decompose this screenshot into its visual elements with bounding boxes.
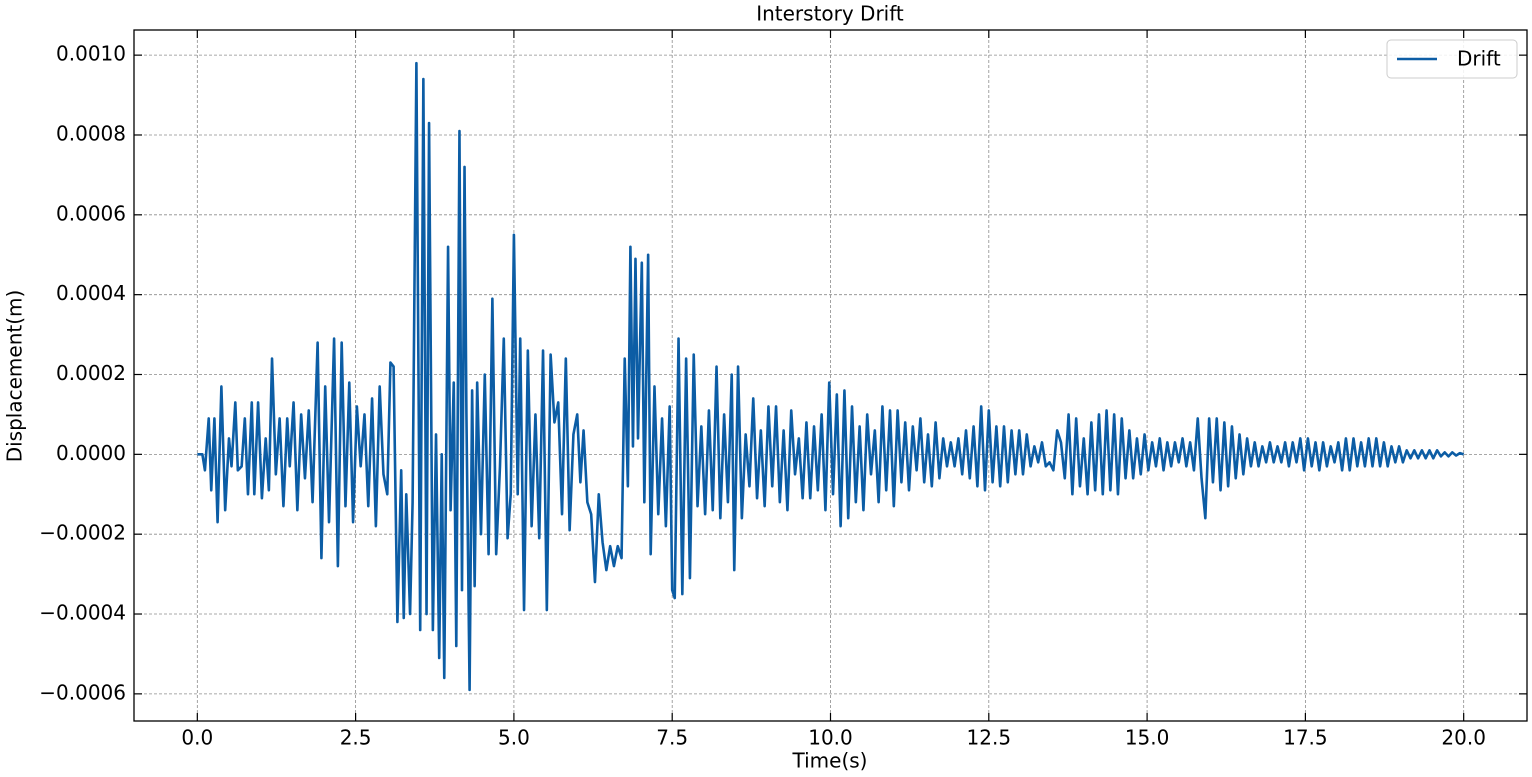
y-tick-label: −0.0002 — [39, 521, 126, 545]
x-tick-label: 15.0 — [1125, 726, 1170, 750]
data-line — [197, 61, 1465, 692]
y-tick-label: 0.0004 — [56, 281, 126, 305]
y-tick-label: 0.0006 — [56, 201, 126, 225]
chart-title: Interstory Drift — [756, 2, 904, 26]
x-tick-label: 17.5 — [1283, 726, 1328, 750]
x-tick-label: 20.0 — [1441, 726, 1486, 750]
y-tick-label: −0.0006 — [39, 680, 126, 704]
x-axis-label: Time(s) — [792, 749, 868, 773]
x-tick-label: 0.0 — [181, 726, 213, 750]
legend-box — [1386, 39, 1518, 79]
x-tick-label: 2.5 — [340, 726, 372, 750]
y-tick-label: −0.0004 — [39, 601, 126, 625]
x-tick-label: 5.0 — [498, 726, 530, 750]
x-tick-label: 12.5 — [967, 726, 1012, 750]
y-tick-label: 0.0010 — [56, 42, 126, 66]
x-tick-label: 7.5 — [656, 726, 688, 750]
y-tick-label: 0.0008 — [56, 121, 126, 145]
plot-frame — [133, 29, 1528, 722]
legend-label: Drift — [1457, 47, 1501, 71]
x-tick-label: 10.0 — [808, 726, 853, 750]
y-tick-label: 0.0002 — [56, 361, 126, 385]
y-tick-label: 0.0000 — [56, 441, 126, 465]
y-axis-label: Displacement(m) — [3, 290, 27, 463]
